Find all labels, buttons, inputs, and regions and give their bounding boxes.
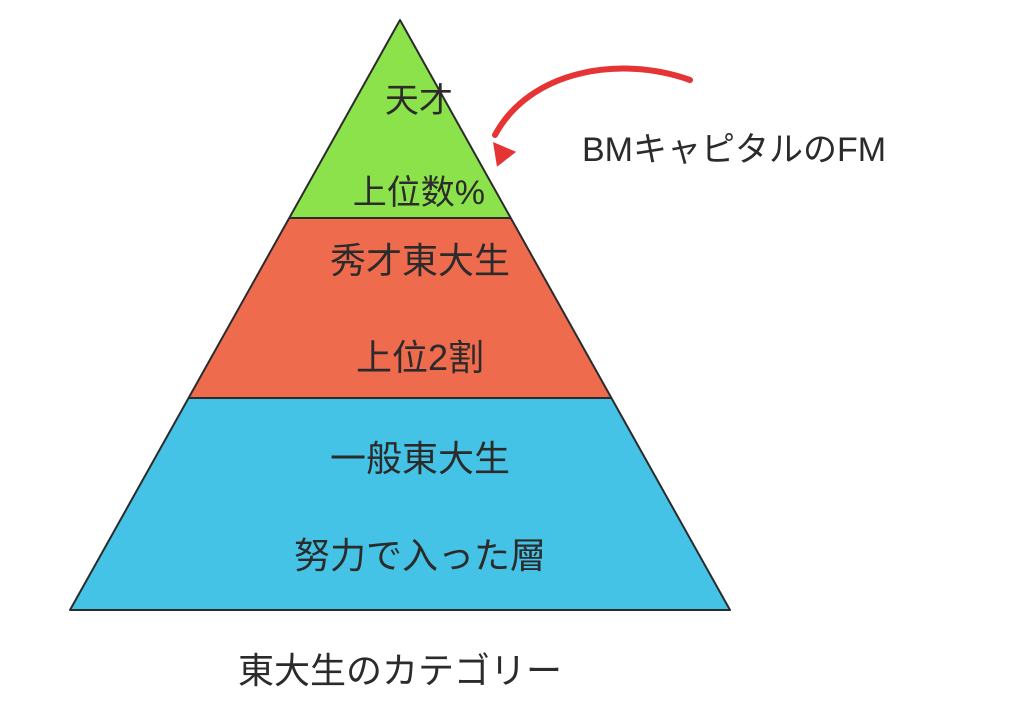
diagram-stage: 天才 上位数% 秀才東大生 上位2割 一般東大生 努力で入った層 BMキャピタル…	[0, 0, 1024, 714]
pyramid-tier-middle	[189, 218, 612, 398]
pyramid-tier-bottom	[70, 398, 730, 610]
callout-arrowhead-icon	[493, 142, 516, 167]
pyramid-tier-top	[289, 20, 510, 218]
callout-text: BMキャピタルのFM	[582, 122, 886, 171]
caption-text: 東大生のカテゴリー	[238, 642, 562, 694]
pyramid-svg	[0, 0, 1024, 714]
